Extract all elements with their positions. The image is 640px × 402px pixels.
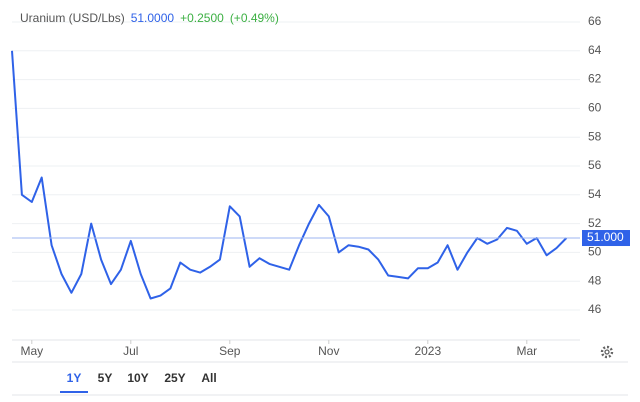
last-price-label: 51.000 [587,230,624,244]
header-part: Uranium (USD/Lbs) [20,11,125,25]
y-tick-label: 58 [588,129,602,143]
x-tick-label: Mar [516,344,537,358]
range-button[interactable]: 25Y [164,371,185,385]
x-tick-label: Jul [123,344,138,358]
y-tick-label: 50 [588,245,602,259]
header-part: 51.0000 [131,11,175,25]
x-tick-label: Sep [219,344,241,358]
header: Uranium (USD/Lbs) 51.0000 +0.2500 (+0.49%) [20,11,279,25]
range-button[interactable]: 5Y [98,371,113,385]
y-tick-label: 62 [588,72,602,86]
y-tick-label: 60 [588,101,602,115]
range-button[interactable]: All [201,371,216,385]
x-tick-label: May [20,344,43,358]
y-tick-label: 56 [588,158,602,172]
range-button[interactable]: 10Y [127,371,148,385]
y-tick-label: 48 [588,273,602,287]
settings-icon[interactable] [600,345,614,359]
header-part: +0.2500 [180,11,224,25]
x-tick-label: Nov [318,344,339,358]
range-button[interactable]: 1Y [67,371,82,385]
price-line [11,50,568,300]
header-part: (+0.49%) [230,11,279,25]
y-tick-label: 46 [588,302,602,316]
y-tick-label: 64 [588,43,602,57]
x-tick-label: 2023 [414,344,441,358]
y-tick-label: 66 [588,14,602,28]
y-tick-label: 54 [588,187,602,201]
y-tick-label: 52 [588,216,602,230]
last-price-tag [582,230,630,247]
